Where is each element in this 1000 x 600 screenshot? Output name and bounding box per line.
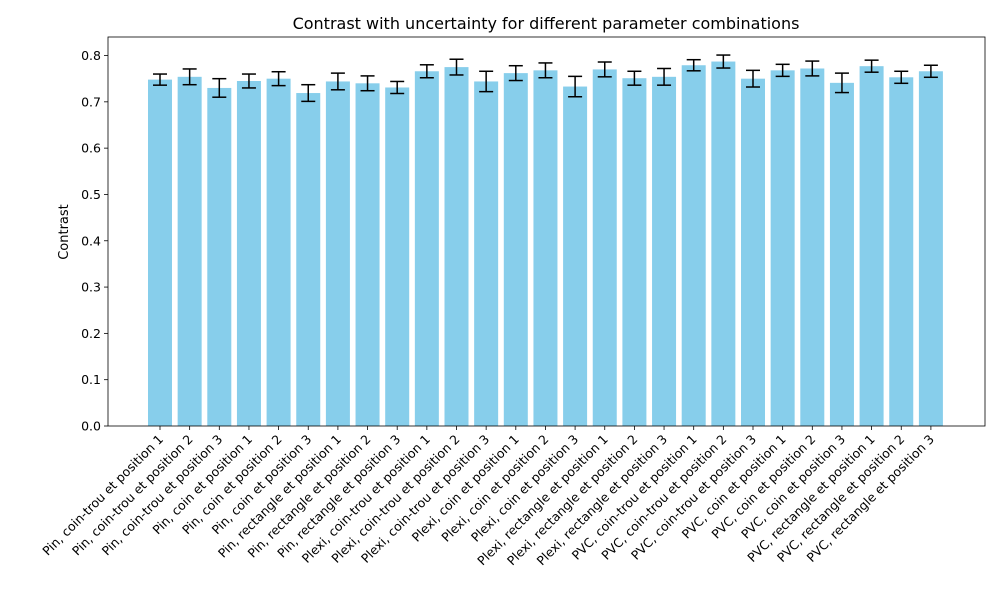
bar <box>207 87 232 426</box>
bar <box>829 82 854 426</box>
errorbars-group <box>153 54 938 103</box>
bar <box>681 65 706 426</box>
y-tick-label: 0.3 <box>81 280 101 295</box>
bar <box>622 78 647 426</box>
bar <box>355 83 380 427</box>
y-tick-label: 0.5 <box>81 187 101 202</box>
bar <box>444 67 469 426</box>
bar <box>236 80 261 426</box>
bar <box>918 71 943 427</box>
bar <box>414 71 439 427</box>
bar <box>385 87 410 426</box>
bar <box>770 70 795 426</box>
bar <box>800 68 825 426</box>
x-tick-label: Pin, coin-trou et position 3 <box>99 432 226 559</box>
bar <box>889 77 914 427</box>
x-tick-label: Pin, coin-trou et position 2 <box>69 432 196 559</box>
plot-frame <box>107 36 986 427</box>
y-tick-label: 0.4 <box>81 233 101 248</box>
bar <box>859 66 884 427</box>
bar <box>503 73 528 426</box>
y-axis-label: Contrast <box>57 204 72 260</box>
bar <box>711 61 736 427</box>
y-tick-label: 0.7 <box>81 94 101 109</box>
bar <box>177 76 202 427</box>
bars-group <box>148 61 943 427</box>
y-tick-label: 0.2 <box>81 326 101 341</box>
y-tick-label: 0.0 <box>81 419 101 434</box>
bar <box>296 93 321 427</box>
bar <box>148 79 172 426</box>
y-axis: 0.0 0.1 0.2 0.3 0.4 0.5 0.6 0.7 0.8 <box>81 48 108 434</box>
bar <box>266 78 291 426</box>
y-tick-label: 0.6 <box>81 141 101 156</box>
bar <box>592 69 617 427</box>
bar <box>533 70 558 426</box>
y-tick-label: 0.1 <box>81 372 101 387</box>
bar <box>563 86 588 426</box>
y-tick-label: 0.8 <box>81 48 101 63</box>
chart-title: Contrast with uncertainty for different … <box>293 14 800 33</box>
bar <box>741 78 765 426</box>
bar <box>474 81 499 426</box>
bar <box>325 81 350 426</box>
bar <box>652 76 677 427</box>
x-tick-label: Pin, coin-trou et position 1 <box>39 432 166 559</box>
